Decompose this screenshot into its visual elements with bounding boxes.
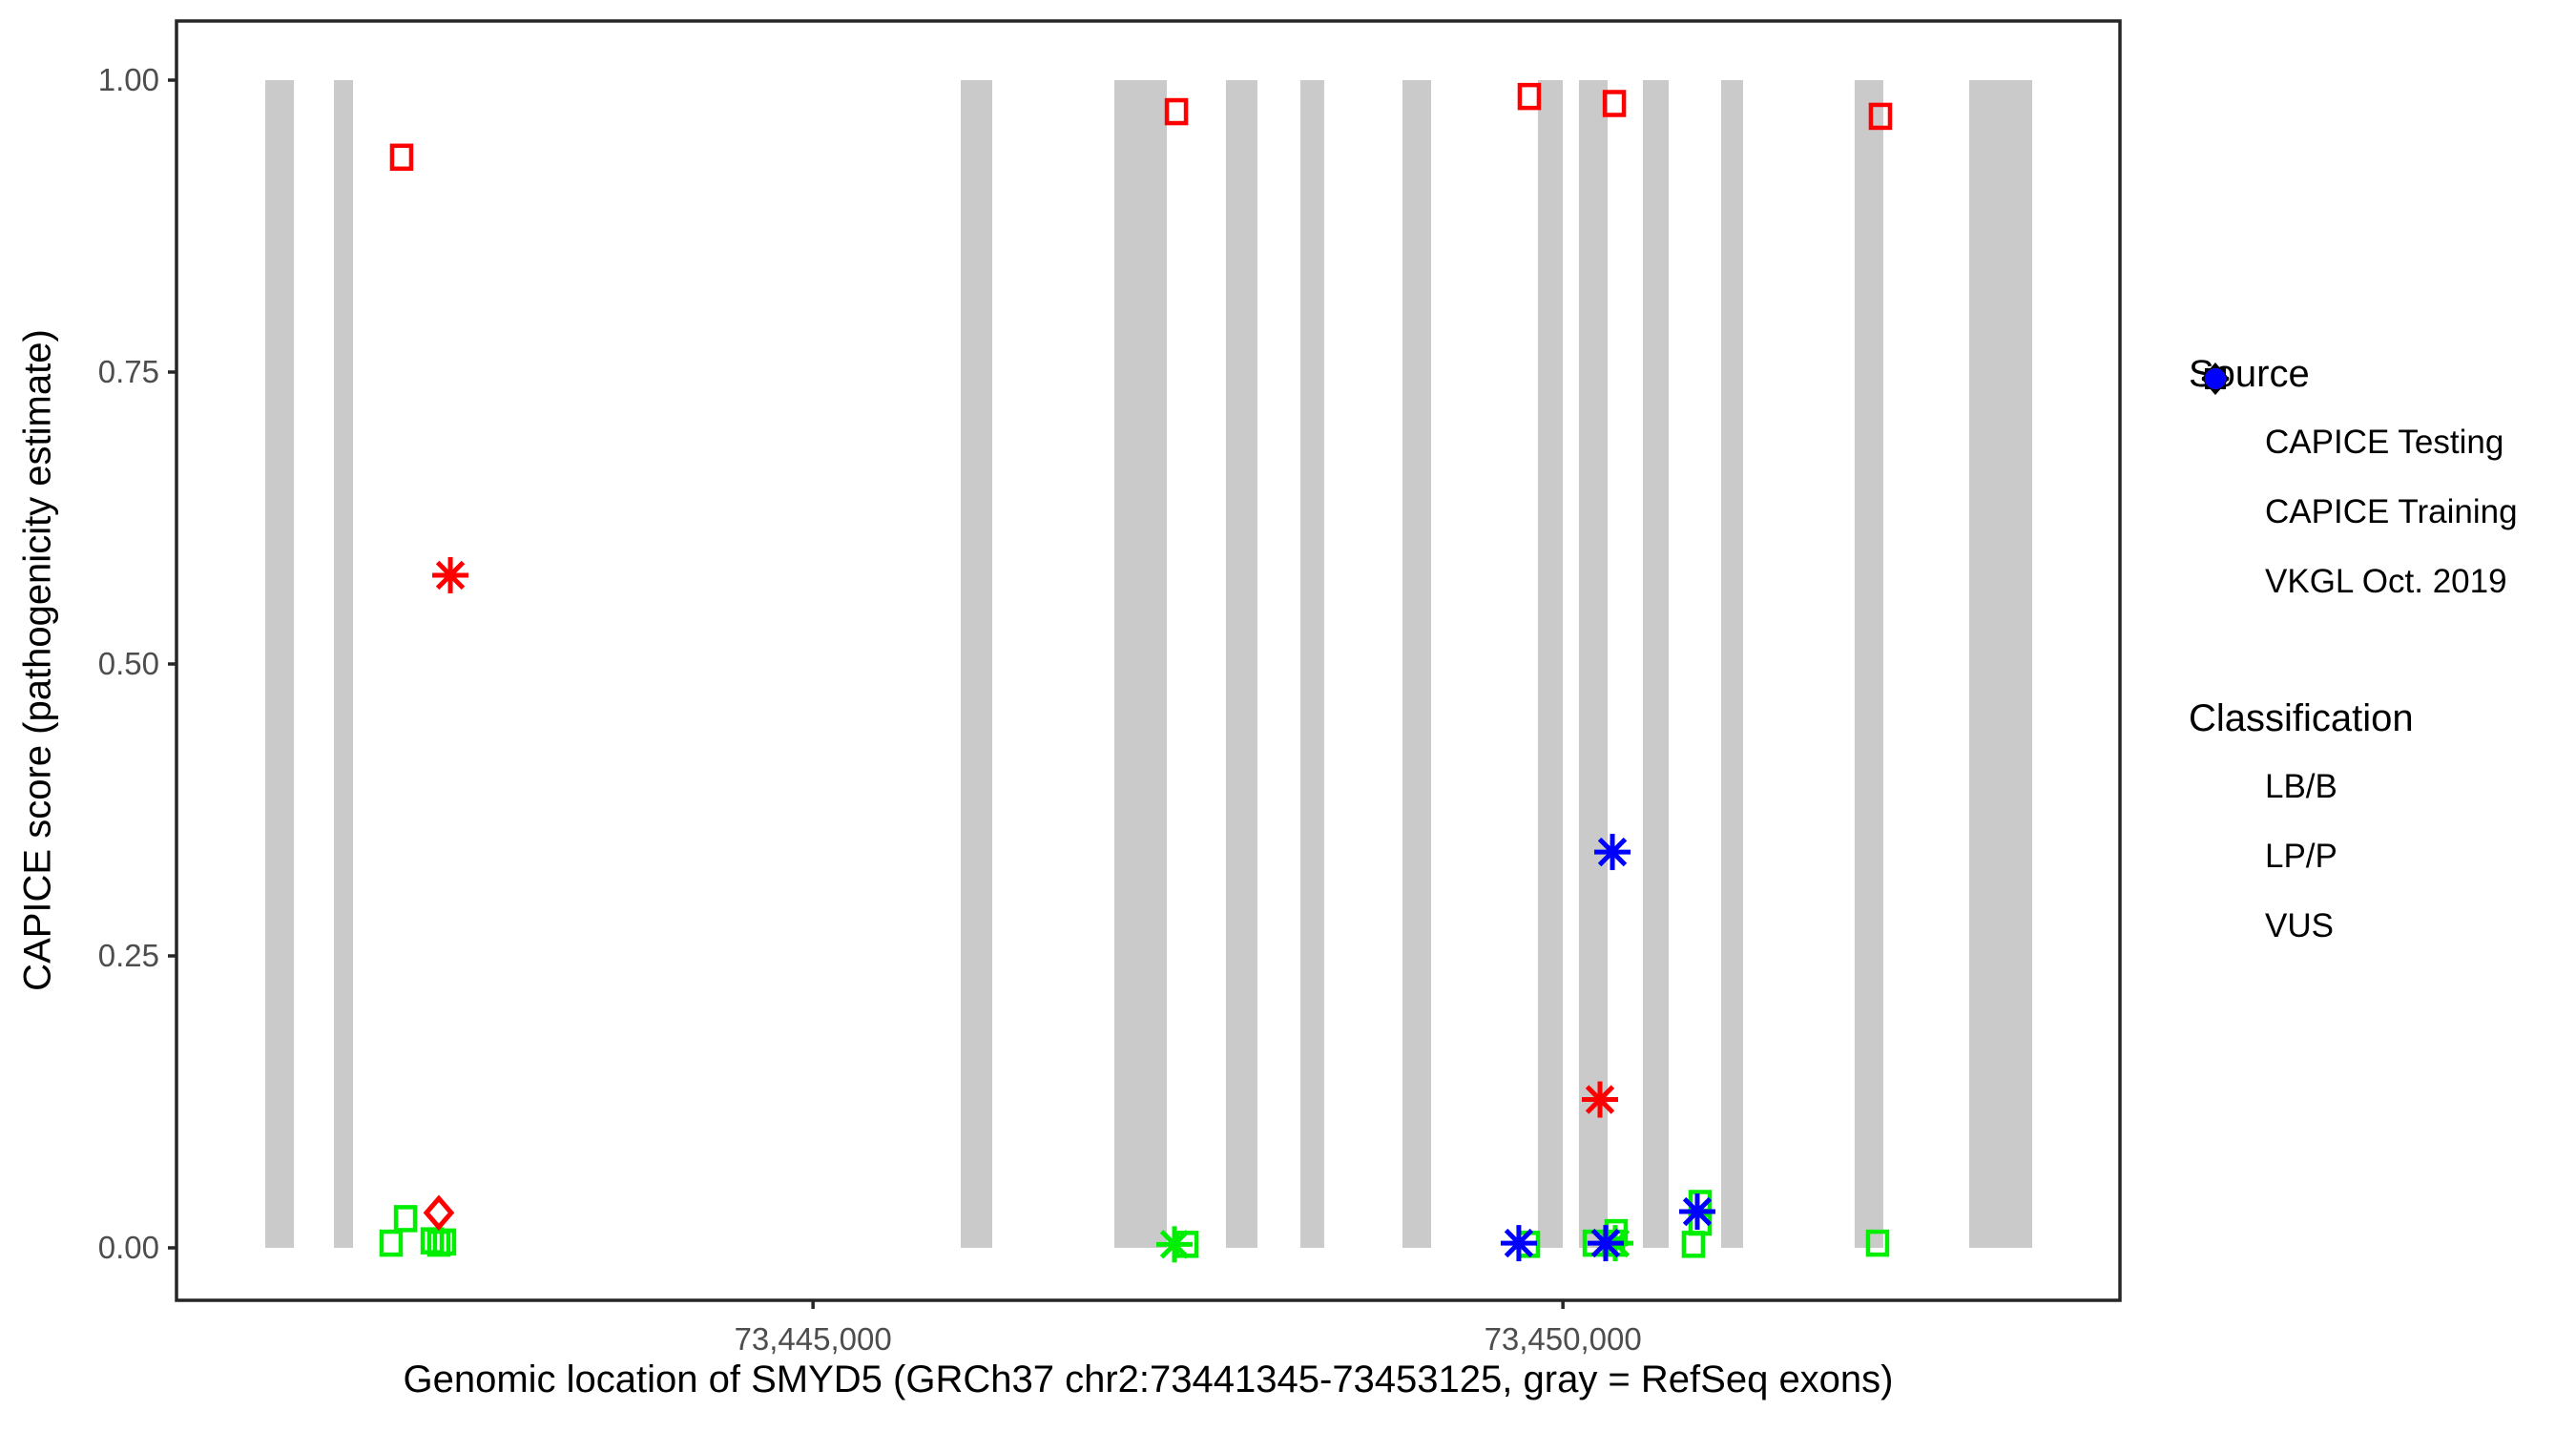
y-tick-label: 0.50	[98, 646, 159, 681]
point-square	[389, 143, 414, 172]
legend-item: CAPICE Training	[2189, 368, 2570, 547]
legend-classification-title: Classification	[2189, 697, 2414, 739]
refseq-exon-bar	[1721, 80, 1743, 1248]
point-asterisk-spoke	[1585, 1085, 1615, 1114]
point-asterisk-spoke	[1682, 1196, 1713, 1227]
point-square	[1865, 1229, 1890, 1257]
point-square	[393, 1205, 418, 1233]
point-asterisk-spoke	[1504, 1228, 1534, 1258]
refseq-exon-bar	[1225, 80, 1257, 1248]
point-asterisk-spoke	[435, 560, 466, 591]
x-tick-label: 73,445,000	[735, 1321, 892, 1357]
point-square	[1602, 90, 1627, 117]
refseq-exon-bar	[1969, 80, 2033, 1248]
legend-classification-items: LB/B LP/P VUS	[2189, 368, 2570, 961]
point-square	[1174, 1231, 1199, 1258]
legend-item: LB/B	[2189, 368, 2570, 821]
legend-item-label: CAPICE Training	[2265, 492, 2518, 530]
legend-item-label: VUS	[2265, 906, 2334, 944]
legend-group-source: Source CAPICE Testing CAPICE Training VKGL…	[2189, 352, 2570, 616]
point-square	[379, 1229, 404, 1257]
point-square	[1164, 97, 1189, 126]
point-square	[1681, 1231, 1706, 1258]
y-axis-title: CAPICE score (pathogenicity estimate)	[16, 329, 59, 991]
refseq-exon-bar	[1402, 80, 1431, 1248]
legend: Source CAPICE Testing CAPICE Training VKGL…	[2189, 352, 2570, 961]
refseq-exon-bar	[334, 80, 354, 1248]
point-diamond	[423, 1194, 455, 1232]
y-tick-label: 1.00	[98, 62, 159, 97]
point-asterisk-spoke	[1159, 1230, 1190, 1259]
legend-item-label: LP/P	[2265, 837, 2337, 875]
legend-item-label: LB/B	[2265, 767, 2337, 805]
point-square	[1517, 82, 1542, 111]
legend-group-classification: Classification LB/B LP/P VUS	[2189, 368, 2570, 961]
legend-item: CAPICE Testing	[2189, 362, 2570, 477]
legend-item: LP/P	[2189, 368, 2570, 891]
refseq-exon-bar	[1299, 80, 1324, 1248]
point-asterisk-spoke	[1590, 1228, 1621, 1258]
legend-item-label: CAPICE Testing	[2265, 423, 2504, 461]
legend-item: VUS	[2189, 368, 2570, 961]
y-tick-label: 0.75	[98, 354, 159, 389]
panel-border	[175, 19, 2122, 1302]
y-tick-label: 0.25	[98, 938, 159, 973]
x-tick-label: 73,450,000	[1485, 1321, 1642, 1357]
legend-source-title: Source	[2189, 353, 2310, 395]
y-tick-label: 0.00	[98, 1230, 159, 1265]
legend-item-label: VKGL Oct. 2019	[2265, 562, 2507, 600]
refseq-exon-bar	[265, 80, 295, 1248]
refseq-exon-bar	[1113, 80, 1167, 1248]
point-square	[420, 1227, 445, 1255]
x-axis-title: Genomic location of SMYD5 (GRCh37 chr2:7…	[403, 1358, 1894, 1400]
refseq-exon-bar	[1642, 80, 1669, 1248]
refseq-exon-bar	[960, 80, 993, 1248]
point-square	[1868, 102, 1893, 131]
refseq-exon-bar	[1578, 80, 1609, 1248]
point-square	[432, 1228, 457, 1256]
refseq-exon-bar	[1537, 80, 1564, 1248]
point-asterisk-spoke	[1597, 837, 1628, 867]
legend-source-items: CAPICE Testing CAPICE Training VKGL Oct. 2…	[2189, 362, 2570, 616]
legend-item: VKGL Oct. 2019	[2189, 365, 2570, 616]
refseq-exon-bar	[1854, 80, 1883, 1248]
